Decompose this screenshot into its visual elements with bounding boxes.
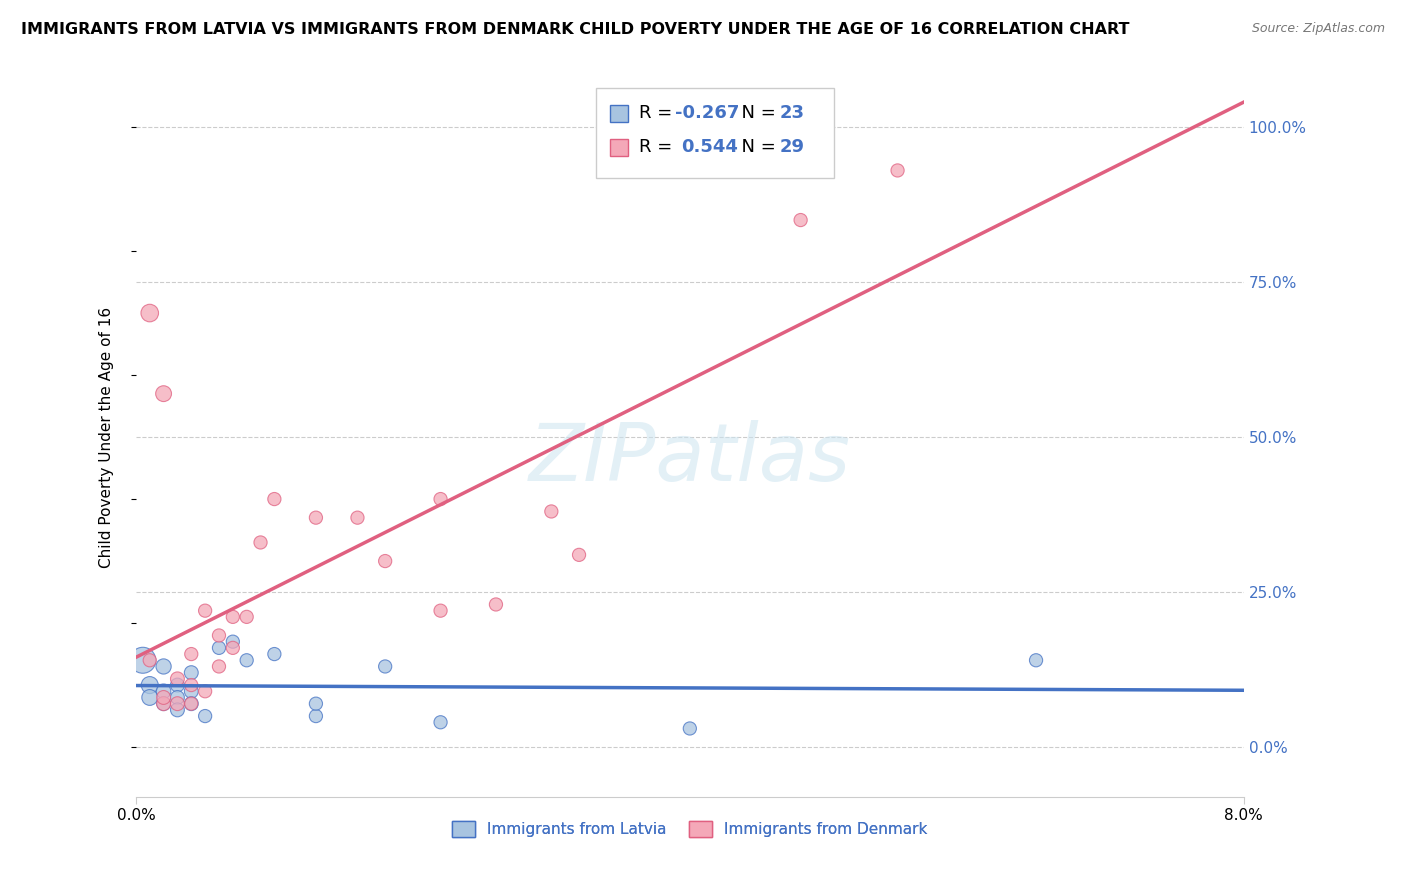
Point xyxy=(374,554,396,568)
Point xyxy=(166,678,188,692)
Text: Source: ZipAtlas.com: Source: ZipAtlas.com xyxy=(1251,22,1385,36)
Point xyxy=(152,684,174,698)
Point xyxy=(152,690,174,705)
Point xyxy=(1025,653,1047,667)
Point xyxy=(166,703,188,717)
Point xyxy=(679,722,702,736)
Point xyxy=(166,690,188,705)
Point xyxy=(208,628,231,642)
Point xyxy=(568,548,591,562)
Point xyxy=(305,709,328,723)
Point xyxy=(540,504,562,518)
Point xyxy=(180,697,202,711)
Point xyxy=(208,659,231,673)
Text: ZIPatlas: ZIPatlas xyxy=(529,419,851,498)
Point xyxy=(263,647,285,661)
Point xyxy=(305,510,328,524)
Point xyxy=(222,634,245,648)
Point xyxy=(180,678,202,692)
Point xyxy=(222,640,245,655)
Text: R =: R = xyxy=(638,104,678,122)
Point xyxy=(194,684,217,698)
Point xyxy=(194,604,217,618)
Point xyxy=(152,697,174,711)
Point xyxy=(249,535,271,549)
Text: IMMIGRANTS FROM LATVIA VS IMMIGRANTS FROM DENMARK CHILD POVERTY UNDER THE AGE OF: IMMIGRANTS FROM LATVIA VS IMMIGRANTS FRO… xyxy=(21,22,1129,37)
Point xyxy=(429,491,451,506)
Point xyxy=(152,659,174,673)
Point xyxy=(166,672,188,686)
Point xyxy=(138,678,160,692)
Text: 23: 23 xyxy=(779,104,804,122)
Point xyxy=(132,653,155,667)
Point xyxy=(263,491,285,506)
FancyBboxPatch shape xyxy=(596,88,834,178)
Text: N =: N = xyxy=(730,104,782,122)
Point xyxy=(180,647,202,661)
Text: 0.544: 0.544 xyxy=(681,138,738,156)
Text: 29: 29 xyxy=(779,138,804,156)
Point xyxy=(138,306,160,320)
Point xyxy=(180,697,202,711)
Text: N =: N = xyxy=(730,138,782,156)
Text: R =: R = xyxy=(638,138,683,156)
Point xyxy=(222,610,245,624)
Point xyxy=(152,697,174,711)
Point xyxy=(138,690,160,705)
Point xyxy=(152,386,174,401)
Y-axis label: Child Poverty Under the Age of 16: Child Poverty Under the Age of 16 xyxy=(100,307,114,567)
Point xyxy=(886,163,908,178)
Point xyxy=(374,659,396,673)
Point xyxy=(346,510,368,524)
Point xyxy=(166,697,188,711)
Point xyxy=(138,653,160,667)
Legend: Immigrants from Latvia, Immigrants from Denmark: Immigrants from Latvia, Immigrants from … xyxy=(446,814,934,843)
FancyBboxPatch shape xyxy=(610,138,628,156)
FancyBboxPatch shape xyxy=(610,104,628,122)
Point xyxy=(429,604,451,618)
Text: -0.267: -0.267 xyxy=(675,104,740,122)
Point xyxy=(485,598,508,612)
Point xyxy=(235,653,257,667)
Point xyxy=(194,709,217,723)
Point xyxy=(789,213,811,227)
Point xyxy=(235,610,257,624)
Point xyxy=(429,715,451,730)
Point xyxy=(180,684,202,698)
Point xyxy=(180,665,202,680)
Point xyxy=(305,697,328,711)
Point xyxy=(208,640,231,655)
